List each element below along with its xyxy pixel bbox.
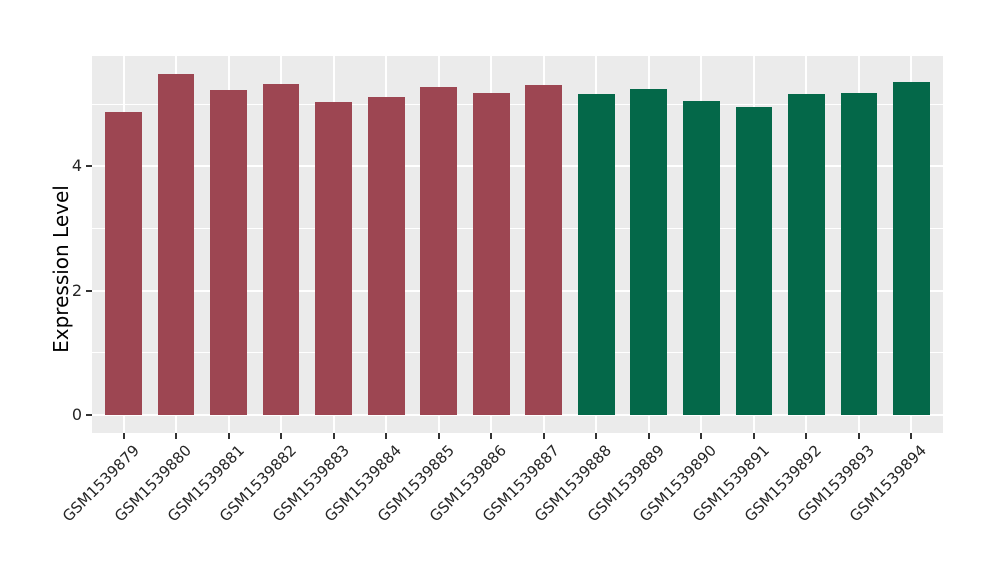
minor-gridline xyxy=(92,352,943,354)
minor-gridline xyxy=(92,103,943,105)
minor-gridline xyxy=(92,228,943,230)
y-tick-label: 0 xyxy=(71,405,82,424)
bar xyxy=(577,94,615,415)
x-tick-mark xyxy=(700,433,703,439)
bar xyxy=(157,73,195,415)
bar xyxy=(682,100,720,415)
x-tick-mark xyxy=(227,433,230,439)
plot-panel xyxy=(92,56,943,433)
major-gridline xyxy=(92,289,943,292)
major-gridline xyxy=(92,414,943,416)
y-tick-label: 4 xyxy=(71,156,82,176)
x-tick-mark xyxy=(910,433,913,439)
bar xyxy=(788,94,825,415)
x-tick-mark xyxy=(175,433,178,439)
x-tick-mark xyxy=(332,433,335,439)
bar xyxy=(630,89,668,415)
bar xyxy=(735,107,773,415)
bar xyxy=(525,84,563,415)
x-tick-mark xyxy=(385,433,388,439)
bar xyxy=(210,89,247,415)
y-tick-label: 2 xyxy=(71,280,82,300)
major-gridline xyxy=(92,165,943,168)
x-tick-mark xyxy=(437,433,440,439)
bar xyxy=(315,102,353,415)
x-tick-mark xyxy=(490,433,493,439)
bar xyxy=(472,93,510,415)
x-tick-mark xyxy=(857,433,860,439)
y-tick-mark xyxy=(86,414,92,416)
bar xyxy=(893,82,930,415)
bar xyxy=(367,97,405,415)
x-tick-mark xyxy=(595,433,598,439)
x-tick-mark xyxy=(122,433,125,439)
x-tick-mark xyxy=(280,433,283,439)
bar xyxy=(420,87,458,415)
x-tick-mark xyxy=(647,433,650,439)
x-tick-mark xyxy=(542,433,545,439)
bar xyxy=(262,83,300,415)
x-tick-mark xyxy=(805,433,808,439)
bar xyxy=(105,111,142,415)
x-tick-mark xyxy=(752,433,755,439)
y-tick-mark xyxy=(86,289,92,292)
bar xyxy=(840,93,878,415)
y-tick-mark xyxy=(86,165,92,168)
